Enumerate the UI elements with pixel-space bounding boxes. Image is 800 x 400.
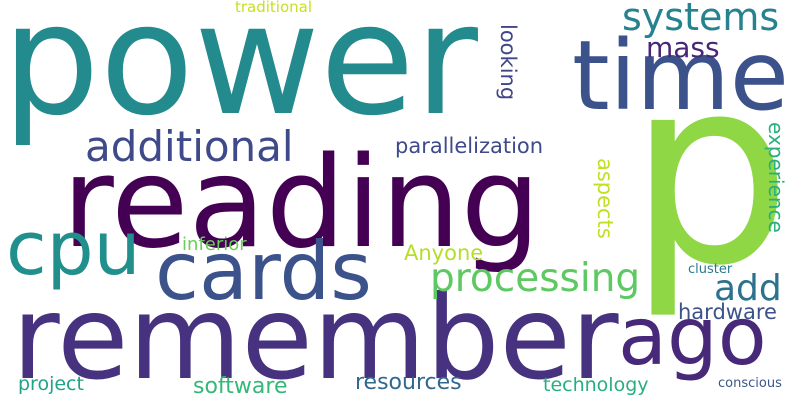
- word-mass: mass: [646, 31, 720, 64]
- word-p: p: [628, 22, 792, 322]
- word-hardware: hardware: [678, 300, 777, 324]
- word-cpu: cpu: [6, 206, 141, 292]
- word-cluster: cluster: [688, 262, 733, 277]
- word-project: project: [18, 373, 84, 395]
- word-technology: technology: [543, 374, 649, 396]
- word-software: software: [193, 374, 288, 399]
- word-processing: processing: [430, 256, 641, 301]
- word-experience: experience: [764, 122, 788, 233]
- word-systems: systems: [622, 0, 780, 39]
- word-inferior: inferior: [182, 234, 247, 255]
- word-conscious: conscious: [718, 376, 782, 391]
- word-aspects: aspects: [593, 158, 617, 239]
- word-remember: remember: [12, 271, 619, 400]
- word-time: time: [572, 20, 789, 132]
- word-traditional: traditional: [235, 0, 313, 16]
- word-cards: cards: [155, 225, 372, 318]
- word-Anyone: Anyone: [404, 241, 484, 265]
- word-power: power: [2, 0, 478, 150]
- word-additional: additional: [85, 122, 294, 171]
- word-ago: ago: [618, 290, 767, 383]
- word-reading: reading: [62, 129, 541, 276]
- word-parallelization: parallelization: [395, 134, 544, 158]
- word-looking: looking: [496, 24, 520, 101]
- word-resources: resources: [355, 370, 462, 395]
- word-add: add: [714, 268, 782, 309]
